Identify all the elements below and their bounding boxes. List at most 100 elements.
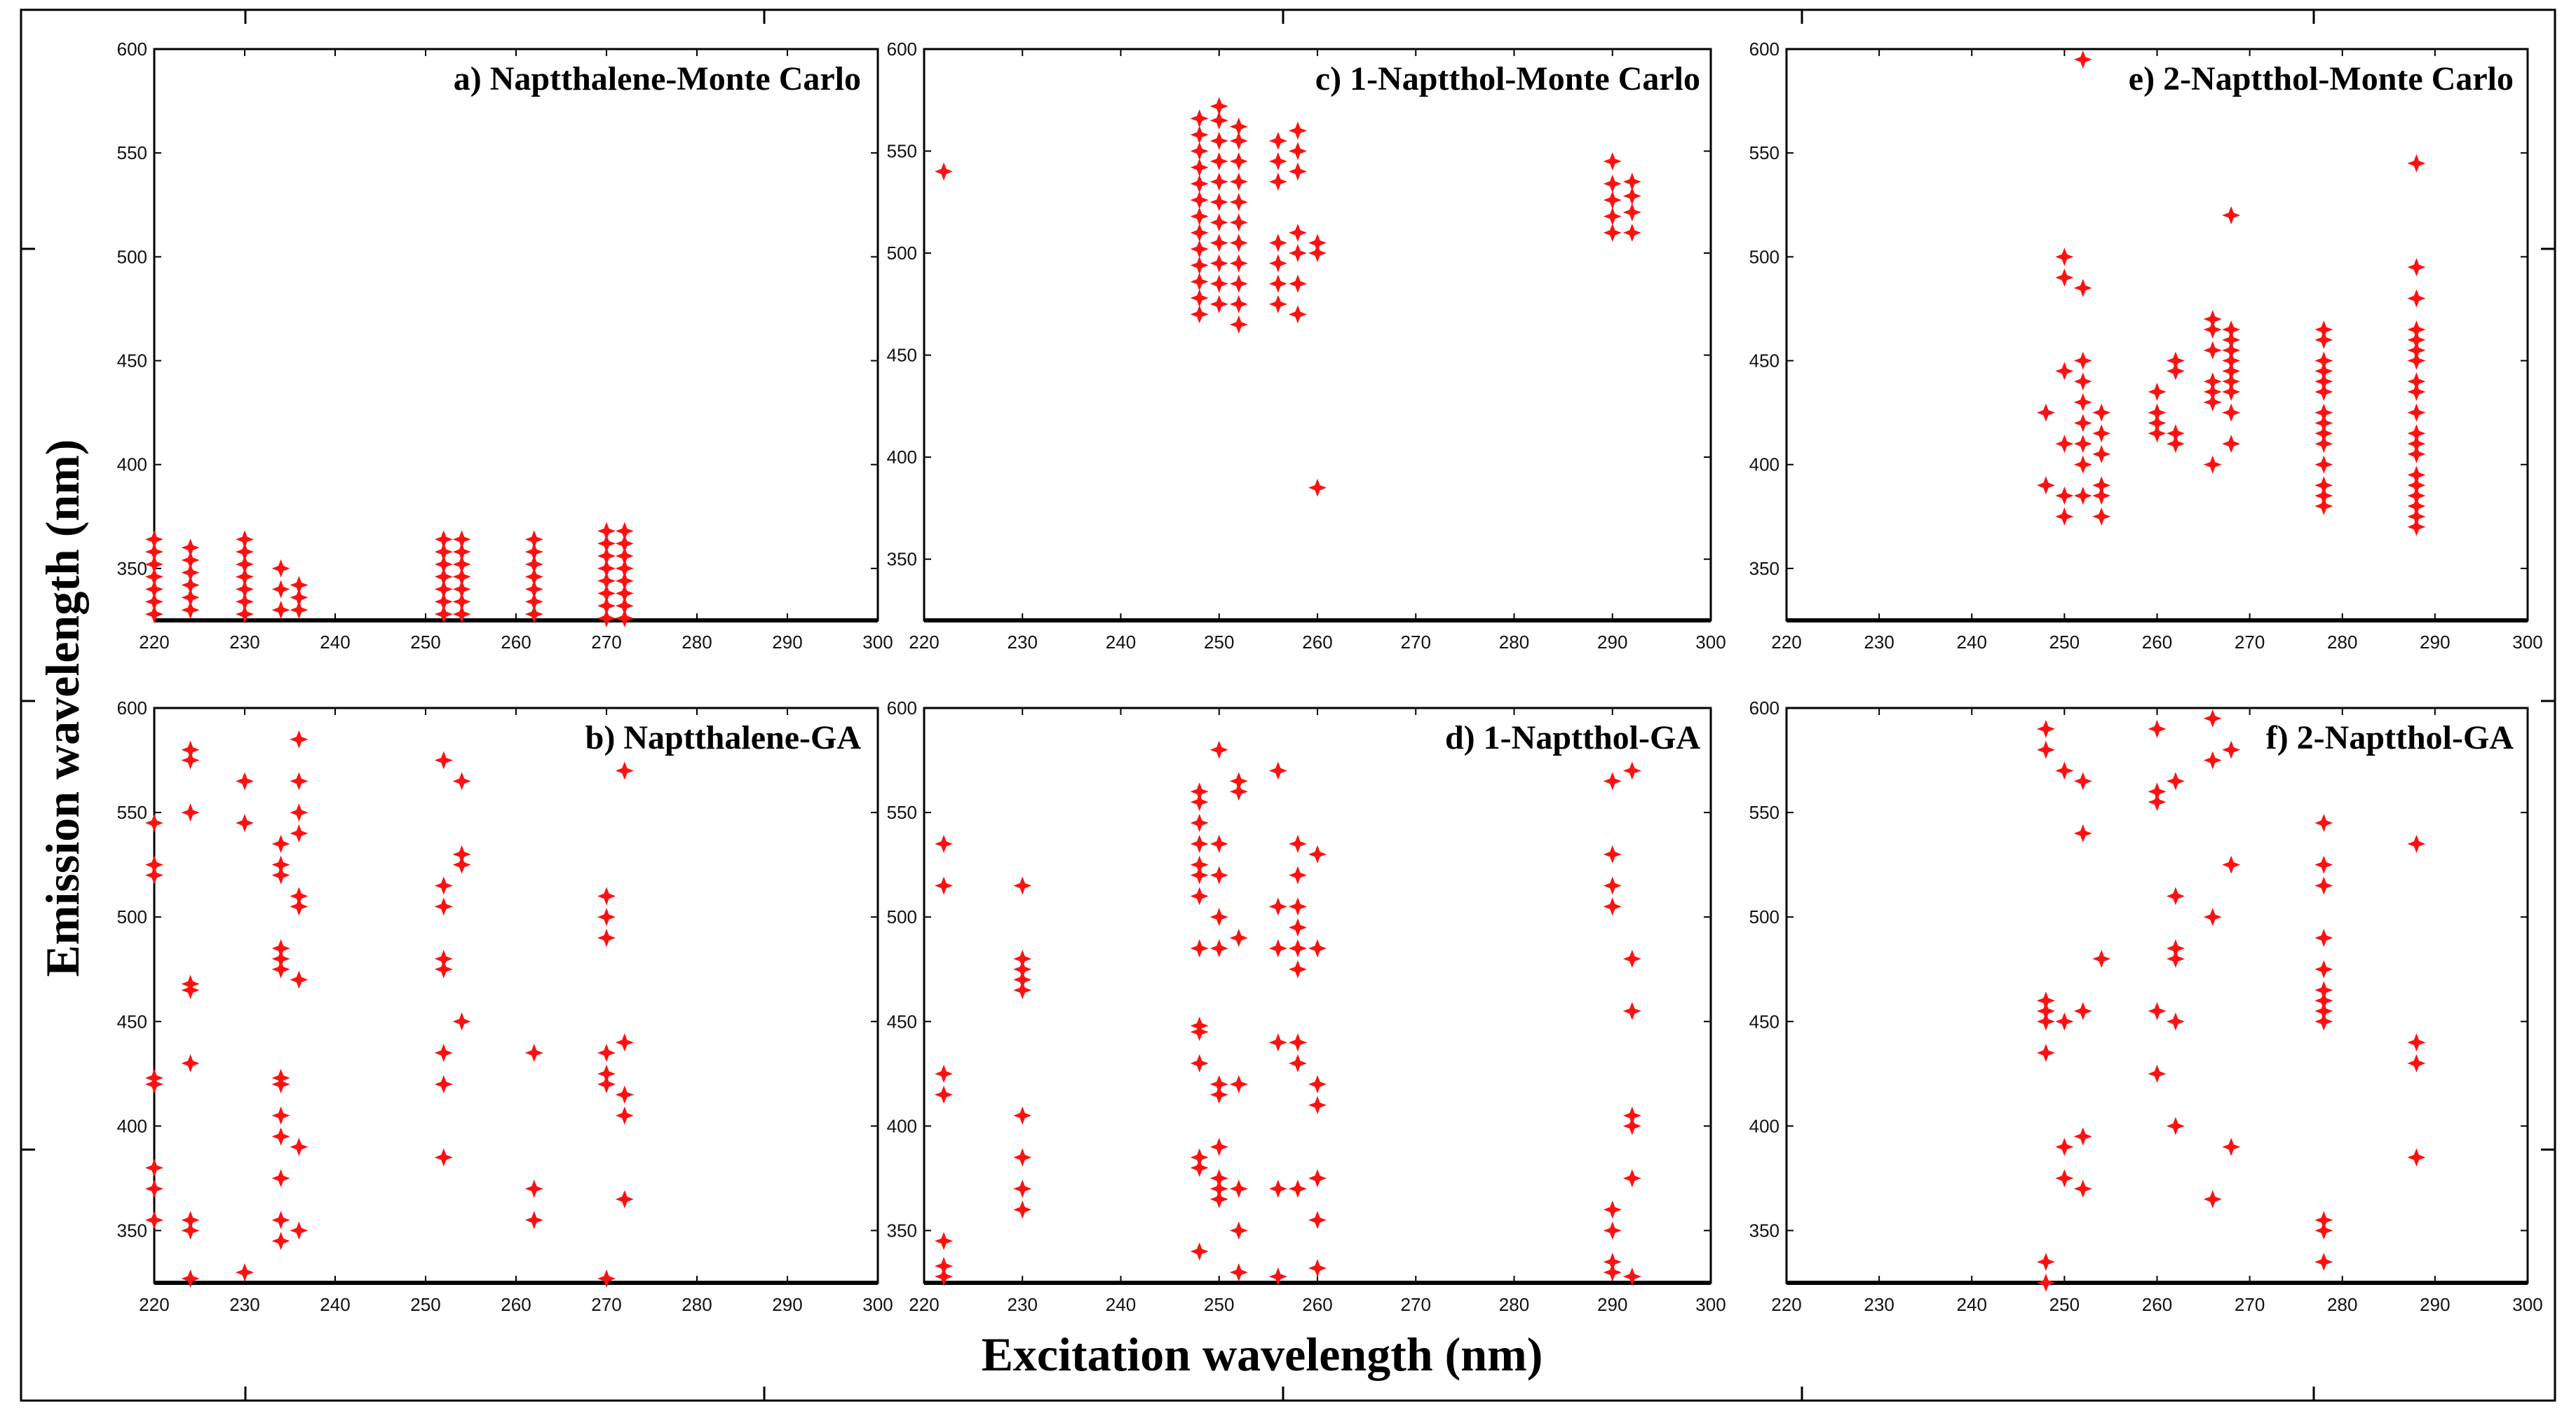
data-point [1229,152,1248,171]
data-point [181,981,200,1000]
data-point [1288,1179,1307,1198]
data-point [236,814,254,832]
data-point [2203,320,2222,339]
data-point [2314,981,2333,1000]
y-tick-label: 500 [117,906,147,927]
data-point [1209,233,1228,252]
data-point [2222,330,2241,349]
data-point [1209,1085,1228,1104]
data-point [597,1044,616,1062]
data-point [2073,1002,2092,1021]
x-tick-label: 250 [2049,1294,2080,1315]
data-point [1622,1169,1641,1187]
chart-panel-b: 220 230 240 250 260 270 280 290 300 350 400 450 500 5… [117,697,893,1315]
data-point [524,1044,543,1062]
x-tick-label: 290 [772,1294,802,1315]
data-point [1013,876,1032,895]
data-point [2222,435,2241,454]
plot-area [923,707,1712,1284]
data-point [2073,455,2092,474]
data-point [935,876,954,895]
data-point [1288,834,1307,853]
data-point [434,554,453,573]
data-point [1603,191,1622,210]
y-tick-label: 600 [887,39,917,60]
y-tick-label: 350 [117,558,147,579]
y-tick-label: 400 [1749,1115,1780,1136]
data-point [290,772,309,791]
x-tick-label: 240 [1106,632,1136,653]
data-point [2036,991,2055,1010]
data-point [1209,152,1228,171]
data-point [1603,1200,1622,1219]
data-point [1308,1096,1327,1115]
data-point [2314,814,2333,832]
data-point [2166,351,2185,370]
data-point [452,855,471,874]
x-tick-label: 270 [591,1294,621,1315]
data-point [2407,444,2426,463]
data-point [271,580,290,599]
data-point [1209,172,1228,191]
data-point [2203,908,2222,927]
data-point [1209,1138,1228,1157]
data-point [1603,207,1622,226]
data-point [181,803,200,822]
x-tick-label: 300 [2512,632,2542,653]
data-point [271,1232,290,1251]
x-tick-label: 260 [2142,1294,2172,1315]
data-point [1209,834,1228,853]
data-point [1190,782,1209,801]
data-point [2055,1138,2074,1157]
data-point [1622,223,1641,242]
data-point [1288,274,1307,293]
data-point [434,1044,453,1062]
data-point [2314,455,2333,474]
x-tick-label: 280 [682,632,712,653]
chart-panel-d: 220 230 240 250 260 270 280 290 300 350 400 450 500 5… [887,697,1726,1315]
data-point [2036,740,2055,759]
data-point [615,761,634,780]
y-tick-label: 550 [1749,802,1780,823]
data-point [2222,383,2241,401]
x-tick-label: 230 [229,632,259,653]
data-point [271,601,290,620]
data-point [2314,414,2333,433]
y-tick-label: 450 [1749,350,1780,372]
x-tick-label: 280 [1499,632,1529,653]
data-point [2055,761,2074,780]
y-tick-label: 450 [117,350,147,372]
data-point [524,1211,543,1230]
data-point [1190,109,1209,128]
data-point [1288,223,1307,242]
data-point [524,605,543,624]
y-tick-label: 550 [887,141,917,162]
x-tick-label: 250 [410,632,440,653]
data-point [1288,121,1307,140]
data-point [145,530,163,549]
data-point [181,740,200,759]
data-point [935,1257,954,1276]
x-tick-label: 280 [2327,1294,2357,1315]
data-point [2073,435,2092,454]
data-point [2055,507,2074,526]
data-point [271,1075,290,1094]
data-point [2407,465,2426,484]
data-point [524,580,543,599]
data-point [1603,876,1622,895]
data-point [2407,320,2426,339]
data-point [2036,403,2055,422]
data-point [1229,772,1248,791]
data-point [597,908,616,927]
data-point [434,1075,453,1094]
data-point [181,1221,200,1240]
data-point [1268,254,1287,273]
data-point [1603,1253,1622,1272]
data-point [524,567,543,586]
data-point [2407,497,2426,515]
data-point [615,534,634,553]
data-point [2148,1002,2167,1021]
data-point [1268,274,1287,293]
data-point [2073,486,2092,505]
